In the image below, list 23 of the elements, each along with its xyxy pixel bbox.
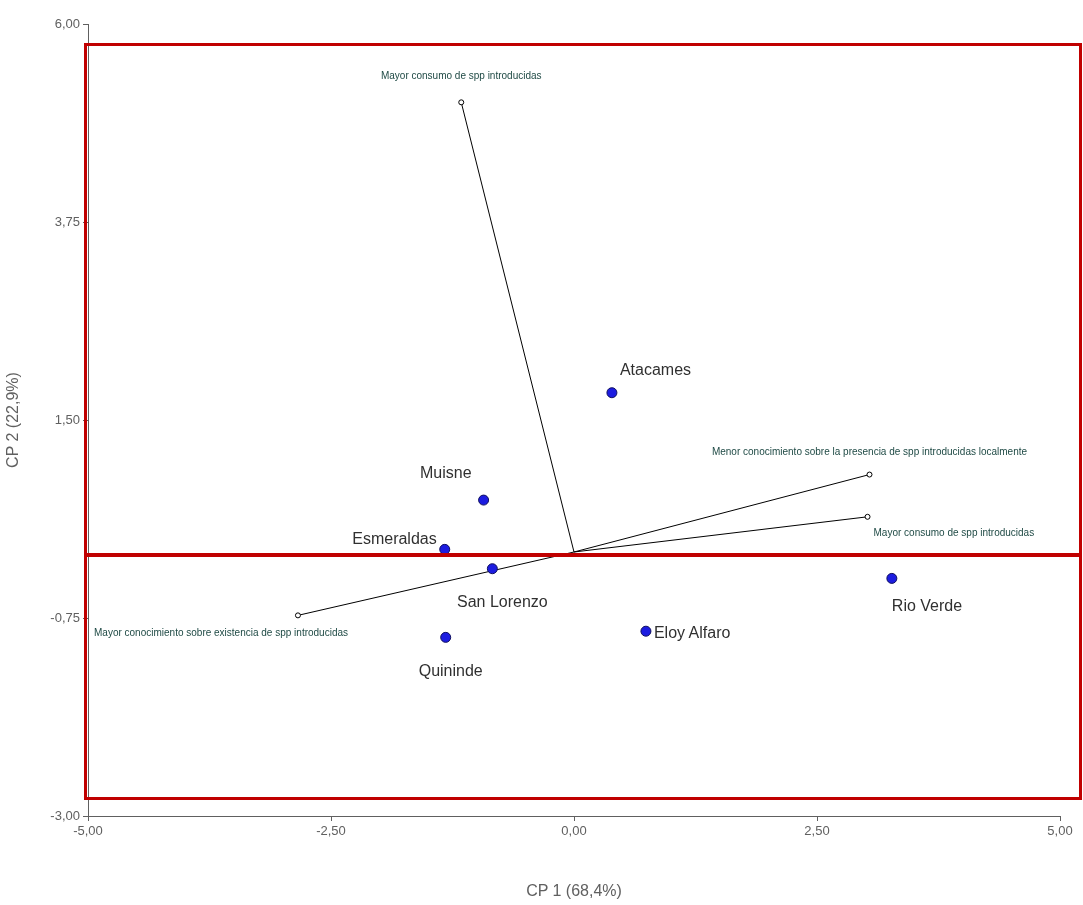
y-tick-label: -0,75 [50, 609, 80, 625]
series-label: Mayor consumo de spp introducidas [873, 526, 1035, 538]
annotation: Atacames [619, 361, 692, 379]
x-tick-label: 2,50 [804, 823, 830, 839]
x-tick-label: -2,50 [316, 823, 346, 839]
y-tick-label: 1,50 [54, 411, 80, 427]
x-tick-label: 5,00 [1047, 823, 1073, 839]
x-axis-title: CP 1 (68,4%) [526, 881, 622, 899]
y-axis-title: CP 2 (22,9%) [4, 372, 22, 468]
text: Mayor consumo de spp introducidas [380, 70, 542, 82]
text: Menor conocimiento sobre la presencia de spp introducidas localmente [711, 446, 1028, 458]
annotation: Eloy Alfaro [653, 623, 731, 641]
annotation: Muisne [420, 464, 472, 482]
y-tick-label: 3,75 [54, 213, 80, 229]
x-tick-label: 0,00 [561, 823, 587, 839]
annotation: San Lorenzo [456, 593, 548, 611]
annotation: Rio Verde [891, 596, 963, 614]
annotation: Quininde [418, 661, 483, 679]
x-tick-label: -5,00 [73, 823, 103, 839]
text: Mayor conocimiento sobre existencia de spp introducidas [94, 627, 349, 639]
y-tick-label: -3,00 [50, 807, 80, 823]
y-tick-label: 6,00 [54, 15, 80, 31]
annotation: Esmeraldas [352, 529, 437, 547]
